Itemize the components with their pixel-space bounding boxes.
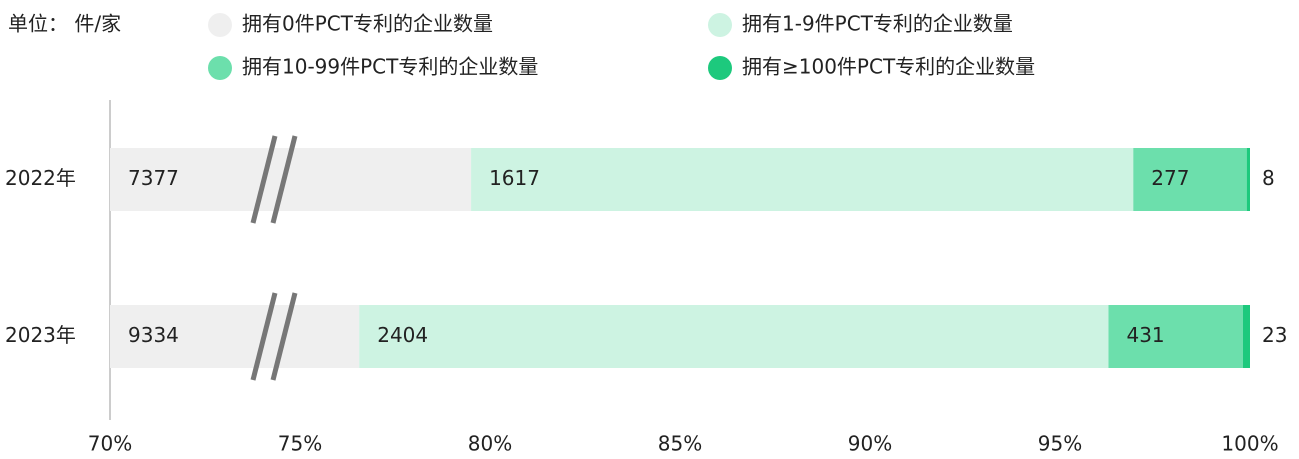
data-label: 277: [1151, 166, 1189, 190]
y-tick-label: 2022年: [5, 166, 76, 190]
axis-break: [250, 135, 278, 224]
x-tick-label: 90%: [848, 432, 892, 456]
data-label: 1617: [489, 166, 540, 190]
legend-swatch: [208, 56, 232, 80]
x-tick-label: 85%: [658, 432, 702, 456]
unit-label: 单位： 件/家: [8, 12, 121, 36]
bar-segment: [1246, 148, 1250, 211]
data-label: 2404: [377, 323, 428, 347]
legend-label: 拥有0件PCT专利的企业数量: [242, 12, 493, 36]
axis-break: [270, 292, 298, 381]
data-label: 9334: [128, 323, 179, 347]
legend-label: 拥有1-9件PCT专利的企业数量: [742, 12, 1013, 36]
bar-segment: [1242, 305, 1250, 368]
x-tick-label: 70%: [88, 432, 132, 456]
x-tick-label: 95%: [1038, 432, 1082, 456]
y-tick-label: 2023年: [5, 323, 76, 347]
x-tick-label: 100%: [1221, 432, 1278, 456]
bar-segment: [1133, 148, 1247, 211]
bar-segment: [471, 148, 1134, 211]
data-label: 23: [1262, 323, 1287, 347]
bar-segment: [1108, 305, 1243, 368]
legend-swatch: [708, 56, 732, 80]
legend-label: 拥有≥100件PCT专利的企业数量: [742, 55, 1035, 79]
axis-break: [250, 292, 278, 381]
data-label: 8: [1262, 166, 1275, 190]
data-label: 431: [1126, 323, 1164, 347]
x-tick-label: 75%: [278, 432, 322, 456]
data-label: 7377: [128, 166, 179, 190]
legend-label: 拥有10-99件PCT专利的企业数量: [242, 55, 538, 79]
legend-swatch: [708, 13, 732, 37]
bar-segment: [110, 305, 360, 368]
axis-break: [270, 135, 298, 224]
bar-segment: [359, 305, 1109, 368]
legend-swatch: [208, 13, 232, 37]
x-tick-label: 80%: [468, 432, 512, 456]
